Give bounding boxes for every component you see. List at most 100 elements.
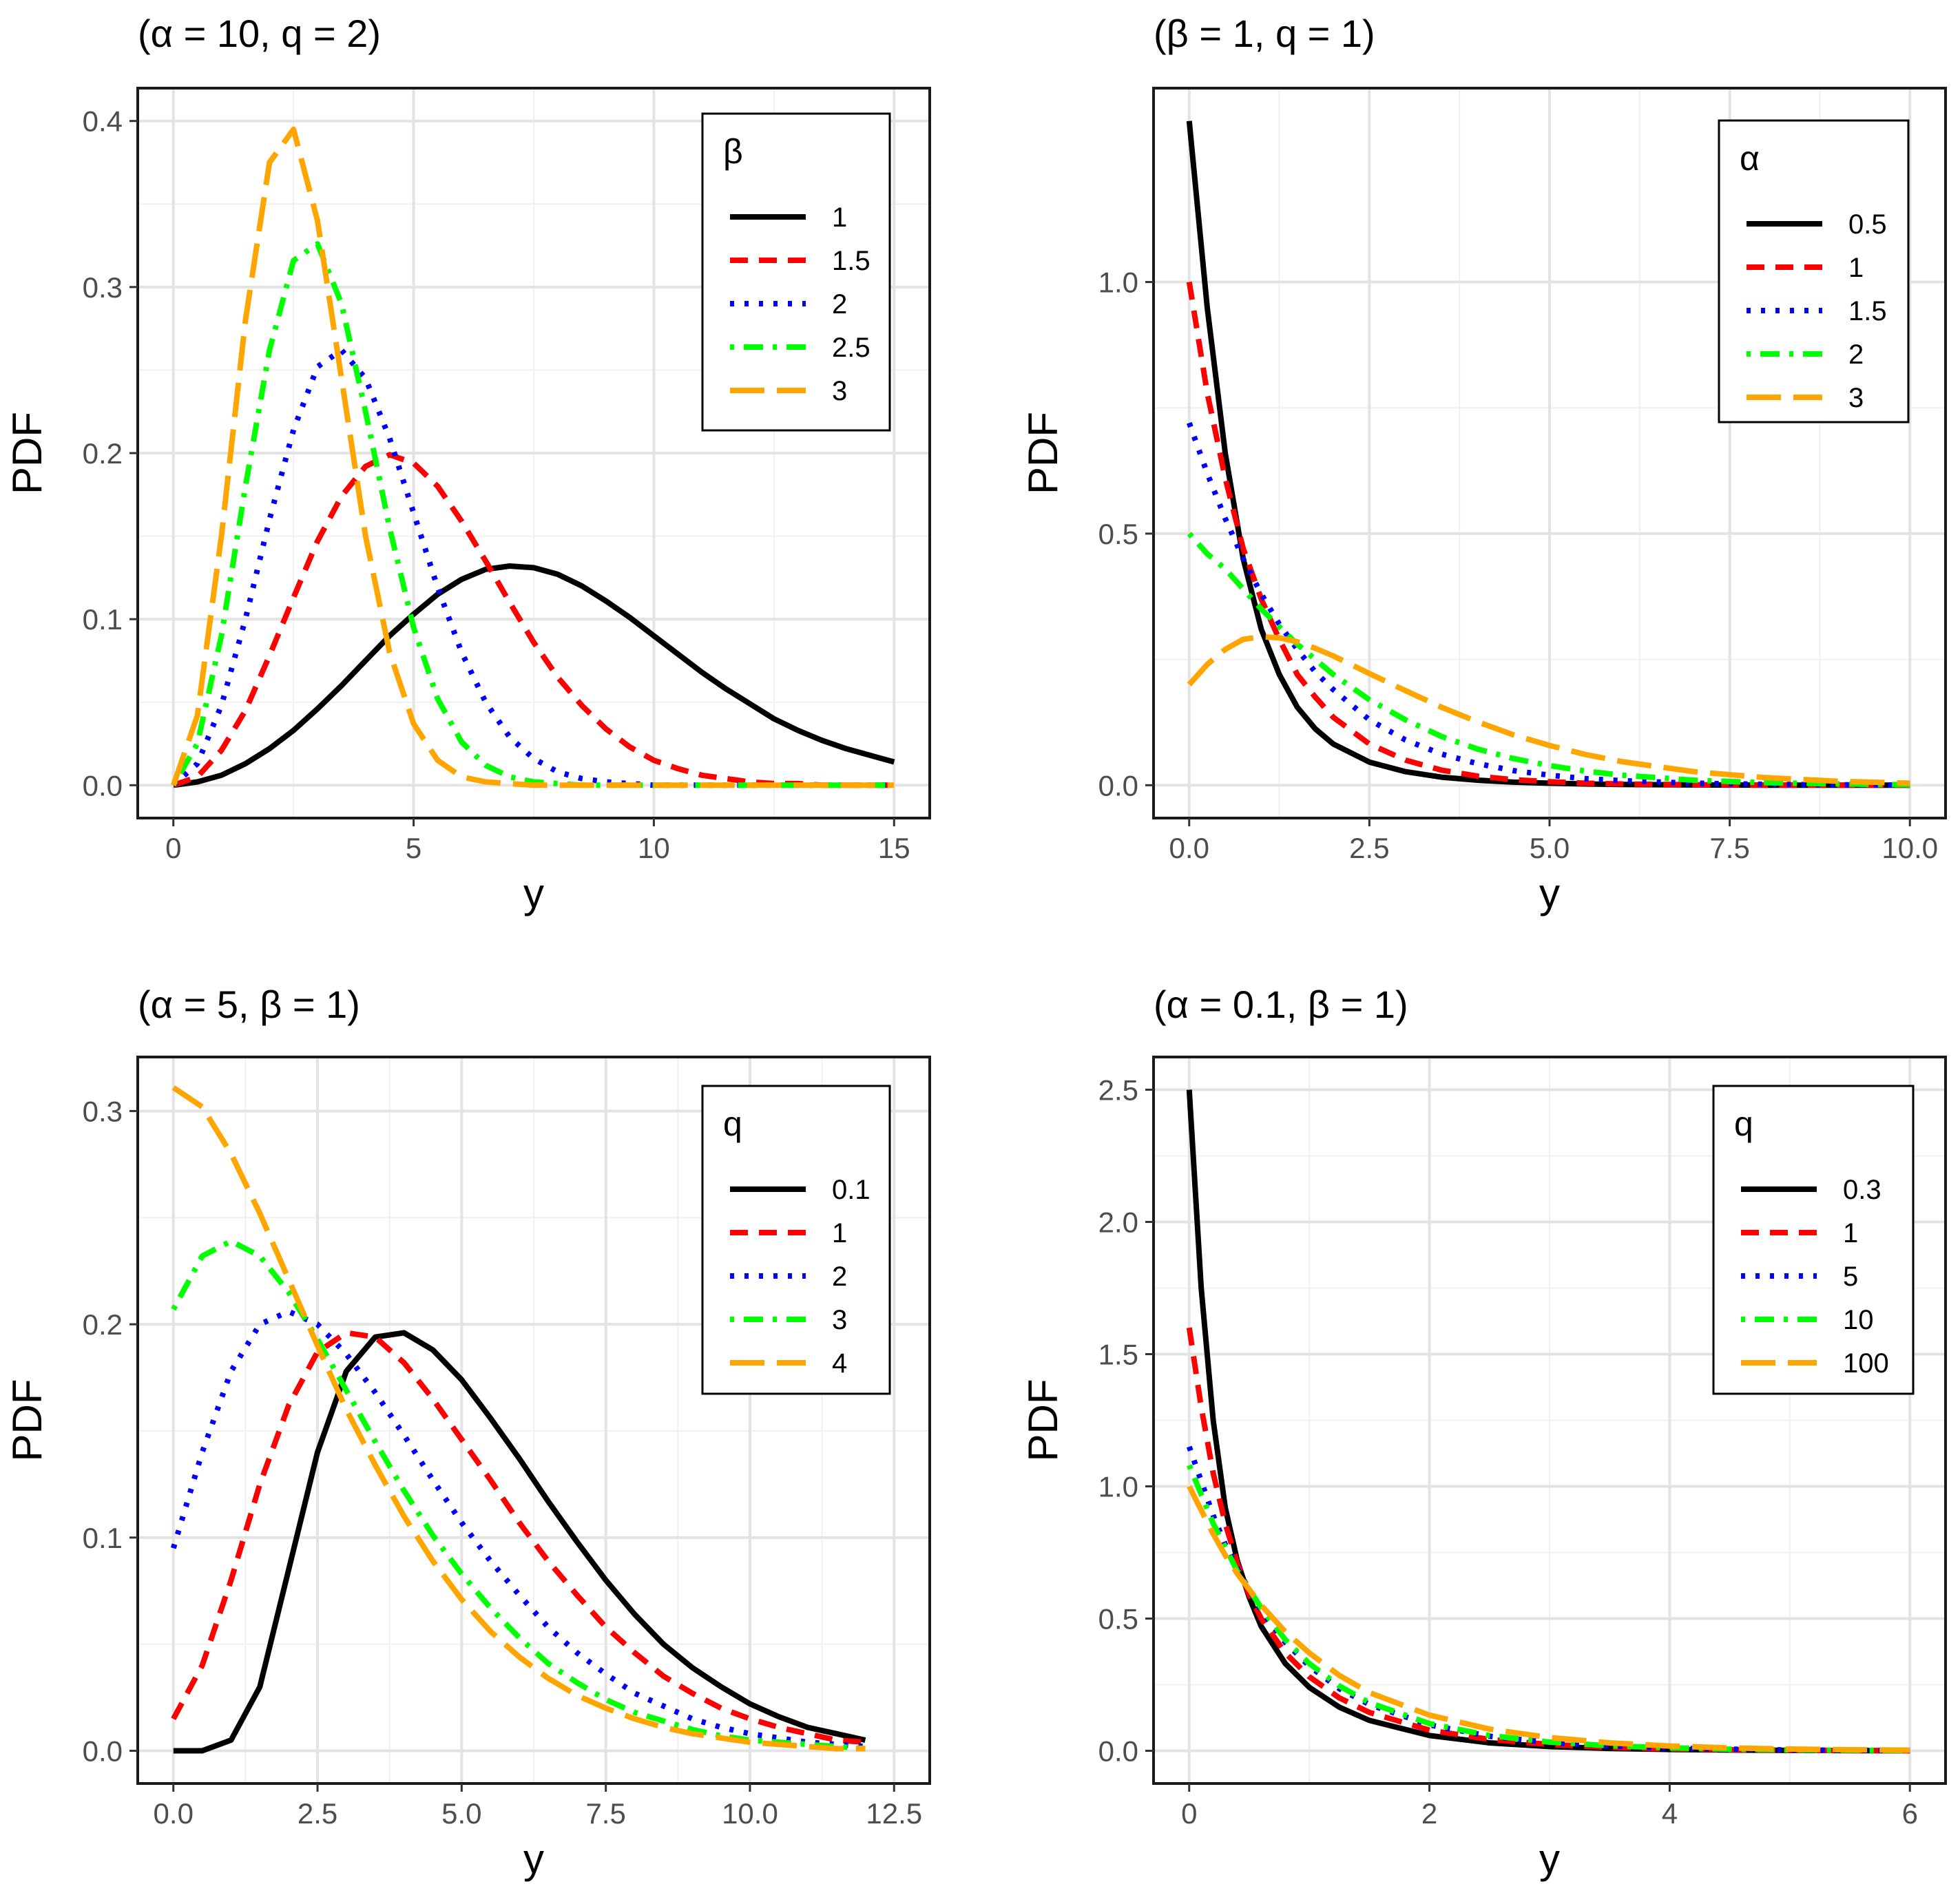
legend-title: β bbox=[723, 132, 743, 171]
legend-label: 0.5 bbox=[1848, 209, 1887, 240]
y-tick-label: 0.3 bbox=[83, 1095, 123, 1127]
legend: α 0.5 1 1.5 2 3 bbox=[1718, 119, 1910, 423]
y-tick-label: 1.0 bbox=[1098, 266, 1138, 299]
chart-panel-4: 0 2 4 6 0.0 0.5 1.0 1.5 2.0 2.5 y PDF (α = 0.1, β = … bbox=[1020, 983, 1947, 1882]
legend-label: 100 bbox=[1843, 1348, 1889, 1379]
legend-box bbox=[1718, 119, 1910, 423]
x-tick-label: 6 bbox=[1902, 1797, 1918, 1830]
legend-label: 0.1 bbox=[832, 1175, 870, 1205]
legend-label: 10 bbox=[1843, 1305, 1874, 1335]
x-tick-label: 5.0 bbox=[441, 1797, 481, 1830]
legend: β 1 1.5 2 2.5 3 bbox=[701, 112, 891, 432]
panel-title: (α = 5, β = 1) bbox=[138, 983, 360, 1026]
y-axis-title: PDF bbox=[4, 412, 50, 494]
series-line-2-5 bbox=[171, 241, 895, 788]
legend-box bbox=[1712, 1085, 1915, 1395]
y-tick-label: 0.4 bbox=[83, 105, 123, 138]
plot-border bbox=[1152, 1056, 1947, 1785]
y-tick-label: 0.3 bbox=[83, 271, 123, 304]
y-tick-label: 0.0 bbox=[83, 1735, 123, 1768]
legend-box bbox=[701, 1085, 891, 1395]
y-tick-label: 1.0 bbox=[1098, 1471, 1138, 1503]
panel-title: (β = 1, q = 1) bbox=[1154, 12, 1375, 55]
y-tick-label: 0.0 bbox=[83, 769, 123, 802]
series-line-4 bbox=[171, 1085, 866, 1752]
x-tick-label: 4 bbox=[1662, 1797, 1678, 1830]
legend-title: q bbox=[723, 1105, 742, 1143]
legend-label: 1 bbox=[1848, 253, 1864, 283]
series-line-1 bbox=[1186, 1327, 1910, 1754]
x-tick-label: 0.0 bbox=[1169, 832, 1209, 864]
gridlines bbox=[138, 1057, 930, 1783]
panel-title: (α = 0.1, β = 1) bbox=[1154, 983, 1408, 1026]
y-axis-title: PDF bbox=[4, 1379, 50, 1462]
plot-border bbox=[136, 1056, 931, 1785]
y-tick-label: 0.1 bbox=[83, 603, 123, 636]
series-line-100 bbox=[1187, 1485, 1910, 1753]
series-line-3 bbox=[1187, 634, 1910, 786]
gridlines bbox=[1154, 1057, 1946, 1783]
panel-title: (α = 10, q = 2) bbox=[138, 12, 381, 55]
x-tick-label: 7.5 bbox=[1709, 832, 1749, 864]
x-tick-label: 0 bbox=[165, 832, 181, 864]
chart-panel-1: 0 5 10 15 0.0 0.1 0.2 0.3 0.4 y PDF (α = 10, q = 2)… bbox=[4, 12, 931, 917]
legend-label: 2 bbox=[1848, 339, 1864, 370]
x-tick-label: 15 bbox=[878, 832, 910, 864]
legend-title: α bbox=[1740, 139, 1760, 178]
x-tick-label: 10.0 bbox=[722, 1797, 778, 1830]
x-tick-label: 2.5 bbox=[298, 1797, 337, 1830]
series-lines bbox=[171, 126, 895, 788]
legend-title: q bbox=[1734, 1105, 1753, 1143]
legend-box bbox=[701, 112, 891, 432]
y-tick-label: 0.5 bbox=[1098, 1603, 1138, 1635]
x-axis-title: y bbox=[1539, 870, 1560, 917]
series-line-1-5 bbox=[1187, 421, 1910, 788]
legend-label: 1 bbox=[832, 1218, 847, 1248]
y-tick-label: 0.1 bbox=[83, 1522, 123, 1554]
series-lines bbox=[1186, 1089, 1910, 1754]
y-tick-label: 0.2 bbox=[83, 1308, 123, 1341]
series-line-3 bbox=[171, 1238, 866, 1752]
legend-label: 5 bbox=[1843, 1262, 1858, 1292]
x-tick-label: 0.0 bbox=[154, 1797, 194, 1830]
series-line-3 bbox=[171, 126, 895, 788]
y-tick-label: 0.5 bbox=[1098, 518, 1138, 550]
series-line-1 bbox=[171, 1330, 866, 1746]
series-lines bbox=[170, 1085, 866, 1754]
legend-label: 3 bbox=[1848, 383, 1864, 413]
series-line-0-1 bbox=[173, 1330, 866, 1754]
x-tick-label: 5.0 bbox=[1530, 832, 1570, 864]
y-tick-label: 2.0 bbox=[1098, 1206, 1138, 1238]
y-tick-label: 2.5 bbox=[1098, 1074, 1138, 1106]
y-tick-label: 0.0 bbox=[1098, 769, 1138, 802]
x-axis-title: y bbox=[1539, 1836, 1560, 1882]
legend-label: 2 bbox=[832, 289, 847, 320]
series-line-1 bbox=[1186, 281, 1910, 788]
legend-label: 4 bbox=[832, 1348, 847, 1379]
y-axis-title: PDF bbox=[1020, 1379, 1066, 1462]
legend-label: 1.5 bbox=[1848, 296, 1887, 326]
legend-label: 1 bbox=[832, 202, 847, 233]
series-lines bbox=[1186, 121, 1910, 788]
legend-label: 3 bbox=[832, 1305, 847, 1335]
y-tick-label: 0.0 bbox=[1098, 1735, 1138, 1768]
x-tick-label: 10.0 bbox=[1881, 832, 1938, 864]
legend-label: 2.5 bbox=[832, 333, 870, 363]
legend-label: 1.5 bbox=[832, 246, 870, 276]
x-tick-label: 0 bbox=[1181, 1797, 1197, 1830]
legend: q 0.1 1 2 3 4 bbox=[701, 1085, 891, 1395]
x-tick-label: 12.5 bbox=[866, 1797, 922, 1830]
legend-label: 1 bbox=[1843, 1218, 1858, 1248]
y-axis-title: PDF bbox=[1020, 412, 1066, 494]
x-tick-label: 2.5 bbox=[1349, 832, 1389, 864]
x-tick-label: 2 bbox=[1421, 1797, 1437, 1830]
chart-panel-2: 0.0 2.5 5.0 7.5 10.0 0.0 0.5 1.0 y PDF (β = 1, q =… bbox=[1020, 12, 1947, 917]
chart-panel-3: 0.0 2.5 5.0 7.5 10.0 12.5 0.0 0.1 0.2 0.3 y PDF (α =… bbox=[4, 983, 931, 1882]
x-tick-label: 7.5 bbox=[585, 1797, 625, 1830]
series-line-1 bbox=[173, 563, 895, 788]
legend-label: 0.3 bbox=[1843, 1175, 1881, 1205]
legend-label: 3 bbox=[832, 376, 847, 406]
y-tick-label: 1.5 bbox=[1098, 1338, 1138, 1370]
y-tick-label: 0.2 bbox=[83, 437, 123, 470]
